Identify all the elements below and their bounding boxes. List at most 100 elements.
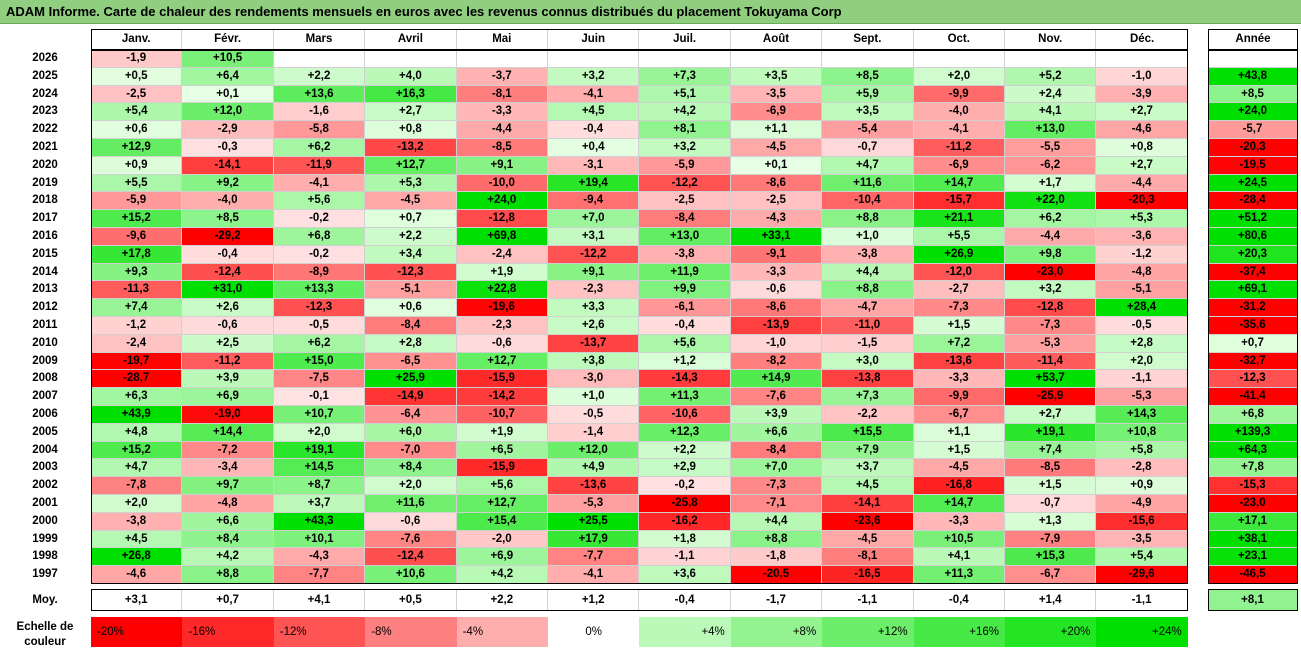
heatmap-cell: -23,0 <box>1005 263 1097 282</box>
heatmap-cell: +2,7 <box>365 103 457 122</box>
heatmap-cell: +8,8 <box>822 210 914 228</box>
heatmap-cell: +2,8 <box>365 334 457 353</box>
heatmap-cell: -14,9 <box>365 388 457 406</box>
heatmap-cell: -12,4 <box>182 263 274 282</box>
heatmap-cell: +13,6 <box>273 85 366 104</box>
heatmap-cell: +5,9 <box>822 85 914 104</box>
heatmap-cell: -0,7 <box>822 139 914 157</box>
heatmap-cell: +2,6 <box>182 299 274 317</box>
heatmap-cell: +1,5 <box>913 317 1005 335</box>
heatmap-cell: -0,4 <box>548 121 640 139</box>
heatmap-cell: +6,5 <box>456 441 548 460</box>
heatmap-cell: +2,0 <box>91 495 183 513</box>
heatmap-cell: -8,9 <box>273 263 366 282</box>
year-label: 2017 <box>32 212 58 225</box>
heatmap-cell: -4,5 <box>913 459 1005 478</box>
heatmap-cell: +3,9 <box>730 406 823 424</box>
heatmap-cell: -2,3 <box>548 281 640 300</box>
heatmap-cell: -1,2 <box>91 317 183 335</box>
heatmap-cell: -4,4 <box>1096 174 1188 193</box>
year-label: 2025 <box>32 69 58 82</box>
heatmap-cell: -4,0 <box>913 103 1005 122</box>
heatmap-cell: -8,5 <box>456 139 548 157</box>
heatmap-cell: -1,8 <box>730 548 823 567</box>
heatmap-cell: +15,5 <box>822 423 914 442</box>
heatmap-cell: +14,5 <box>273 459 366 478</box>
heatmap-cell: -4,1 <box>548 566 640 584</box>
heatmap-cell: -2,4 <box>91 334 183 353</box>
heatmap-cell: -4,6 <box>91 566 183 584</box>
heatmap-cell: -28,7 <box>91 370 183 389</box>
heatmap-cell: +6,8 <box>273 228 366 246</box>
heatmap-cell: +7,0 <box>730 459 823 478</box>
heatmap-cell: +4,8 <box>91 423 183 442</box>
year-label: 2005 <box>32 425 58 438</box>
annual-cell: -32,7 <box>1208 352 1298 371</box>
heatmap-cell: -1,0 <box>730 334 823 353</box>
heatmap-cell <box>1096 50 1188 68</box>
year-label: 1999 <box>32 532 58 545</box>
heatmap-cell: +8,4 <box>365 459 457 478</box>
heatmap-cell: -6,9 <box>913 156 1005 175</box>
heatmap-cell: +10,6 <box>365 566 457 584</box>
heatmap-cell: +3,2 <box>548 67 640 86</box>
heatmap-cell: +4,7 <box>91 459 183 478</box>
heatmap-cell: -2,3 <box>456 317 548 335</box>
heatmap-cell: -1,9 <box>91 50 183 68</box>
heatmap-cell <box>365 50 457 68</box>
heatmap-cell: -5,1 <box>1096 281 1188 300</box>
heatmap-cell: +0,1 <box>182 85 274 104</box>
heatmap-cell: -15,9 <box>456 370 548 389</box>
heatmap-cell: +43,3 <box>273 512 366 531</box>
heatmap-cell: +8,5 <box>822 67 914 86</box>
heatmap-cell: -1,1 <box>639 548 731 567</box>
heatmap-cell: -7,6 <box>365 530 457 549</box>
heatmap-cell: -0,6 <box>730 281 823 300</box>
heatmap-cell: -9,6 <box>91 228 183 246</box>
heatmap-cell: -8,1 <box>456 85 548 104</box>
average-cell: -0,4 <box>639 589 731 611</box>
annual-cell: -12,3 <box>1208 370 1298 389</box>
heatmap-cell: -15,6 <box>1096 512 1188 531</box>
legend-step: +24% <box>1096 617 1188 647</box>
average-label: Moy. <box>32 594 58 606</box>
heatmap-cell: -9,9 <box>913 388 1005 406</box>
legend-step: +20% <box>1005 617 1097 647</box>
heatmap-cell: +2,0 <box>365 477 457 495</box>
heatmap-cell: +2,5 <box>182 334 274 353</box>
heatmap-cell: -11,0 <box>822 317 914 335</box>
heatmap-cell: -6,7 <box>913 406 1005 424</box>
heatmap-cell: -13,8 <box>822 370 914 389</box>
heatmap-cell: +22,8 <box>456 281 548 300</box>
column-header: Avril <box>365 29 457 49</box>
heatmap-cell: +7,2 <box>913 334 1005 353</box>
heatmap-cell: -0,2 <box>639 477 731 495</box>
heatmap-cell: -12,3 <box>365 263 457 282</box>
heatmap-cell: +0,6 <box>365 299 457 317</box>
annual-cell: -5,7 <box>1208 121 1298 139</box>
heatmap-cell: +4,7 <box>822 156 914 175</box>
heatmap-cell: +0,9 <box>1096 477 1188 495</box>
heatmap-cell: -12,3 <box>273 299 366 317</box>
heatmap-cell: +26,8 <box>91 548 183 567</box>
heatmap-cell: +9,3 <box>91 263 183 282</box>
heatmap-cell: +11,3 <box>913 566 1005 584</box>
heatmap-cell: +2,4 <box>1005 85 1097 104</box>
heatmap-cell: +3,5 <box>730 67 823 86</box>
heatmap-cell: -4,8 <box>1096 263 1188 282</box>
heatmap-cell: -8,6 <box>730 299 823 317</box>
heatmap-cell: -9,9 <box>913 85 1005 104</box>
heatmap-cell: +8,5 <box>182 210 274 228</box>
heatmap-cell: +2,8 <box>1096 334 1188 353</box>
heatmap-cell: -23,6 <box>822 512 914 531</box>
heatmap-cell: +7,3 <box>639 67 731 86</box>
heatmap-cell: -6,1 <box>639 299 731 317</box>
heatmap-cell: -3,3 <box>730 263 823 282</box>
year-label: 2013 <box>32 283 58 296</box>
heatmap-cell: -3,9 <box>1096 85 1188 104</box>
heatmap-cell: +1,3 <box>1005 512 1097 531</box>
annual-cell: +0,7 <box>1208 334 1298 353</box>
heatmap-cell: -2,5 <box>639 192 731 211</box>
annual-cell: +17,1 <box>1208 512 1298 531</box>
heatmap-cell: -0,4 <box>639 317 731 335</box>
